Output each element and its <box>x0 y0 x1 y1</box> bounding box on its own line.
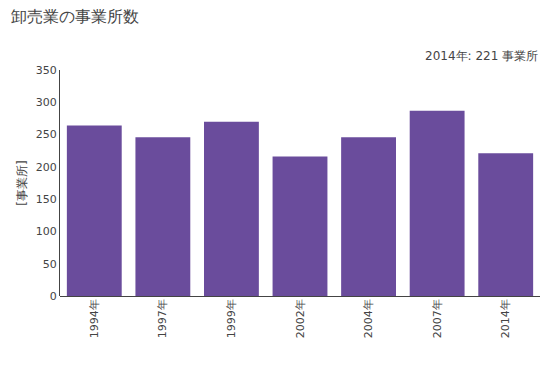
svg-text:350: 350 <box>36 64 57 77</box>
svg-text:2002年: 2002年 <box>294 299 307 338</box>
svg-text:150: 150 <box>36 193 57 206</box>
svg-text:2007年: 2007年 <box>431 299 444 338</box>
svg-text:1999年: 1999年 <box>225 299 238 338</box>
svg-text:[事業所]: [事業所] <box>15 160 29 205</box>
svg-text:0: 0 <box>50 290 57 303</box>
svg-text:2004年: 2004年 <box>362 299 375 338</box>
svg-text:200: 200 <box>36 161 57 174</box>
svg-text:50: 50 <box>43 258 57 271</box>
svg-text:2014年: 221 事業所: 2014年: 221 事業所 <box>425 49 538 63</box>
svg-text:250: 250 <box>36 128 57 141</box>
svg-text:300: 300 <box>36 96 57 109</box>
svg-text:100: 100 <box>36 225 57 238</box>
svg-text:1997年: 1997年 <box>156 299 169 338</box>
svg-text:1994年: 1994年 <box>88 299 101 338</box>
svg-text:卸売業の事業所数: 卸売業の事業所数 <box>11 7 139 26</box>
svg-text:2014年: 2014年 <box>499 299 512 338</box>
